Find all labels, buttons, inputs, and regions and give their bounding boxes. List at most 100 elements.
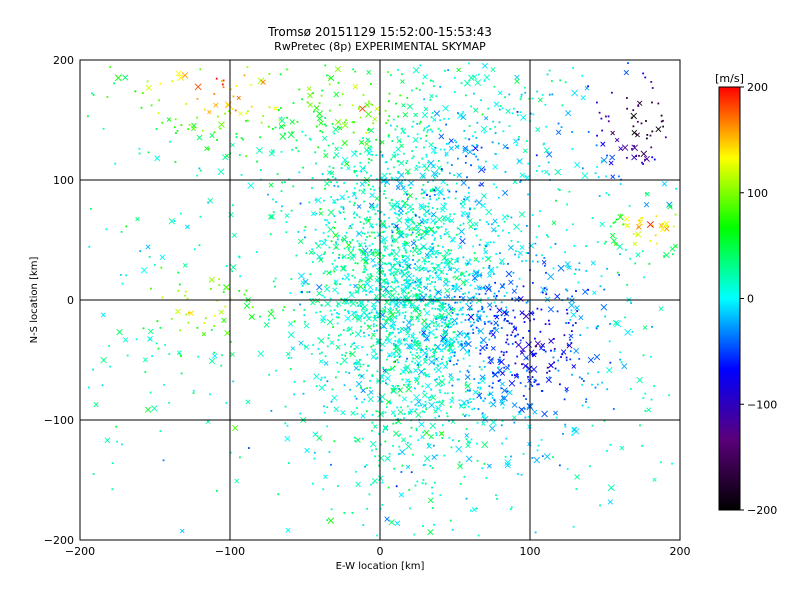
scatter-dot-marker bbox=[453, 340, 456, 343]
scatter-dot-marker bbox=[414, 280, 417, 283]
scatter-dot-marker bbox=[521, 260, 523, 263]
scatter-cross-marker bbox=[425, 276, 431, 282]
scatter-dot-marker bbox=[225, 401, 228, 404]
scatter-dot-marker bbox=[578, 262, 581, 265]
scatter-dot-marker bbox=[473, 228, 476, 231]
scatter-dot-marker bbox=[646, 133, 649, 136]
scatter-dot-marker bbox=[274, 285, 276, 288]
scatter-dot-marker bbox=[345, 119, 348, 121]
scatter-dot-marker bbox=[473, 378, 476, 380]
scatter-dot-marker bbox=[506, 334, 509, 337]
scatter-cross-marker bbox=[418, 421, 425, 428]
scatter-dot-marker bbox=[377, 253, 380, 256]
scatter-dot-marker bbox=[443, 454, 446, 457]
scatter-cross-marker bbox=[507, 244, 514, 251]
scatter-dot-marker bbox=[441, 306, 444, 309]
scatter-dot-marker bbox=[485, 245, 487, 248]
scatter-cross-marker bbox=[386, 352, 393, 358]
scatter-dot-marker bbox=[469, 258, 471, 261]
scatter-dot-marker bbox=[561, 353, 564, 356]
scatter-dot-marker bbox=[480, 342, 483, 344]
scatter-cross-marker bbox=[154, 155, 161, 162]
scatter-dot-marker bbox=[671, 462, 674, 465]
scatter-dot-marker bbox=[184, 294, 187, 297]
scatter-dot-marker bbox=[411, 89, 413, 92]
scatter-dot-marker bbox=[587, 288, 590, 291]
scatter-dot-marker bbox=[541, 455, 544, 458]
scatter-dot-marker bbox=[481, 305, 483, 308]
scatter-dot-marker bbox=[347, 312, 350, 315]
scatter-cross-marker bbox=[406, 203, 414, 211]
scatter-cross-marker bbox=[384, 299, 390, 306]
scatter-dot-marker bbox=[468, 125, 471, 128]
scatter-dot-marker bbox=[284, 422, 287, 425]
scatter-dot-marker bbox=[370, 311, 373, 314]
scatter-dot-marker bbox=[414, 362, 417, 365]
scatter-dot-marker bbox=[407, 225, 409, 228]
scatter-cross-marker bbox=[427, 328, 435, 336]
scatter-cross-marker bbox=[418, 204, 425, 211]
scatter-dot-marker bbox=[466, 389, 469, 392]
scatter-cross-marker bbox=[355, 361, 361, 366]
scatter-cross-marker bbox=[516, 158, 523, 165]
scatter-dot-marker bbox=[496, 498, 498, 500]
scatter-dot-marker bbox=[368, 493, 371, 496]
scatter-dot-marker bbox=[392, 274, 395, 277]
scatter-dot-marker bbox=[458, 399, 461, 402]
scatter-cross-marker bbox=[447, 320, 454, 327]
scatter-dot-marker bbox=[424, 260, 426, 263]
scatter-cross-marker bbox=[218, 121, 225, 128]
scatter-dot-marker bbox=[449, 213, 452, 216]
scatter-dot-marker bbox=[415, 164, 418, 167]
scatter-dot-marker bbox=[358, 368, 360, 371]
scatter-cross-marker bbox=[473, 269, 480, 276]
scatter-dot-marker bbox=[435, 198, 438, 201]
scatter-cross-marker bbox=[428, 401, 436, 409]
scatter-cross-marker bbox=[465, 442, 471, 449]
scatter-dot-marker bbox=[489, 330, 492, 333]
scatter-dot-marker bbox=[641, 217, 643, 219]
scatter-dot-marker bbox=[631, 148, 633, 150]
scatter-cross-marker bbox=[405, 319, 413, 326]
scatter-dot-marker bbox=[601, 160, 603, 162]
scatter-dot-marker bbox=[404, 258, 407, 261]
scatter-dot-marker bbox=[405, 235, 408, 238]
scatter-cross-marker bbox=[504, 365, 510, 371]
scatter-cross-marker bbox=[663, 251, 670, 259]
scatter-dot-marker bbox=[349, 388, 351, 391]
scatter-dot-marker bbox=[579, 334, 582, 337]
scatter-dot-marker bbox=[486, 244, 488, 247]
scatter-dot-marker bbox=[651, 87, 654, 89]
scatter-dot-marker bbox=[612, 408, 615, 410]
scatter-dot-marker bbox=[469, 284, 472, 287]
scatter-dot-marker bbox=[456, 317, 458, 320]
scatter-dot-marker bbox=[431, 307, 434, 310]
scatter-dot-marker bbox=[431, 507, 434, 510]
scatter-dot-marker bbox=[419, 120, 422, 123]
scatter-dot-marker bbox=[402, 384, 405, 386]
scatter-dot-marker bbox=[391, 388, 394, 390]
scatter-dot-marker bbox=[448, 172, 451, 175]
scatter-cross-marker bbox=[486, 302, 493, 308]
scatter-dot-marker bbox=[435, 401, 438, 404]
scatter-dot-marker bbox=[484, 323, 486, 325]
scatter-dot-marker bbox=[415, 427, 418, 430]
scatter-dot-marker bbox=[267, 125, 270, 128]
scatter-dot-marker bbox=[445, 228, 447, 231]
scatter-dot-marker bbox=[221, 354, 223, 357]
scatter-cross-marker bbox=[437, 276, 442, 281]
scatter-cross-marker bbox=[408, 180, 414, 186]
scatter-dot-marker bbox=[174, 161, 177, 163]
scatter-cross-marker bbox=[472, 389, 479, 396]
scatter-dot-marker bbox=[456, 227, 459, 230]
scatter-cross-marker bbox=[387, 308, 395, 316]
scatter-dot-marker bbox=[318, 102, 321, 105]
scatter-dot-marker bbox=[312, 92, 315, 95]
scatter-dot-marker bbox=[322, 272, 325, 275]
scatter-dot-marker bbox=[397, 285, 400, 288]
scatter-dot-marker bbox=[330, 240, 333, 243]
scatter-dot-marker bbox=[456, 313, 459, 316]
scatter-cross-marker bbox=[423, 106, 429, 112]
x-tick-label: 200 bbox=[670, 545, 691, 558]
